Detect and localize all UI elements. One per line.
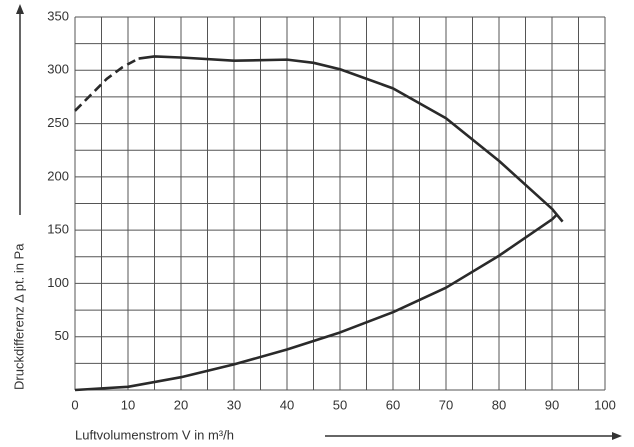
x-tick-label: 50	[333, 397, 347, 412]
x-tick-label: 20	[174, 397, 188, 412]
series-line	[74, 213, 559, 392]
y-tick-label: 200	[47, 168, 69, 183]
x-tick-label: 100	[594, 397, 616, 412]
y-tick-label: 100	[47, 275, 69, 290]
y-tick-label: 50	[55, 328, 69, 343]
x-tick-label: 70	[439, 397, 453, 412]
y-axis-arrowhead	[16, 4, 24, 14]
y-tick-label: 300	[47, 62, 69, 77]
x-tick-label: 40	[280, 397, 294, 412]
x-tick-label: 90	[545, 397, 559, 412]
x-tick-label: 60	[386, 397, 400, 412]
x-tick-label: 30	[227, 397, 241, 412]
x-tick-label: 10	[121, 397, 135, 412]
y-tick-label: 250	[47, 115, 69, 130]
series-line	[74, 57, 140, 112]
x-tick-label: 0	[71, 397, 78, 412]
x-axis-label: Luftvolumenstrom V in m³/h	[75, 427, 234, 442]
y-tick-label: 350	[47, 8, 69, 23]
y-tick-label: 150	[47, 222, 69, 237]
series-line	[138, 55, 564, 223]
x-axis-arrowhead	[612, 432, 622, 440]
x-tick-label: 80	[492, 397, 506, 412]
y-axis-label: Druckdifferenz Δ pt. in Pa	[11, 243, 26, 390]
